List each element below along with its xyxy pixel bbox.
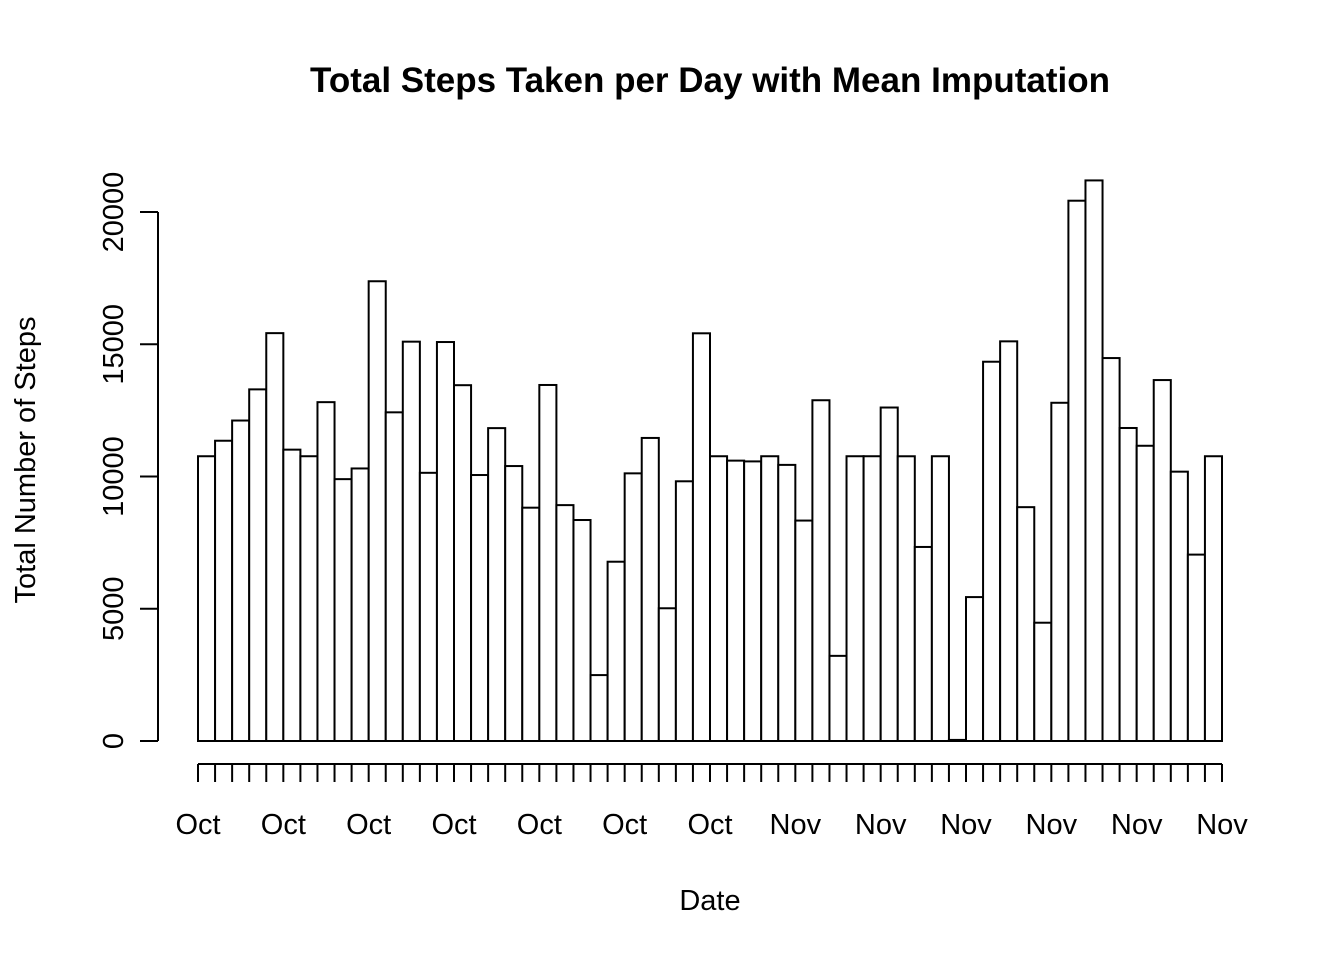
bar-15 — [435, 341, 455, 742]
bar-17 — [470, 474, 490, 742]
x-tick-label: Oct — [346, 809, 391, 841]
bar-37 — [811, 399, 831, 742]
bar-4 — [248, 388, 268, 742]
bar-16 — [453, 384, 473, 742]
bar-39 — [845, 455, 865, 742]
y-tick-label: 5000 — [98, 576, 130, 641]
y-tick-label: 20000 — [98, 172, 130, 253]
bar-36 — [794, 519, 814, 742]
bar-5 — [265, 332, 285, 742]
bar-60 — [1203, 455, 1224, 742]
x-tick-label: Nov — [1026, 809, 1078, 841]
bar-58 — [1169, 470, 1189, 742]
x-axis: Oct Oct Oct Oct Oct Oct Oct Nov Nov Nov Nov Nov Nov — [175, 763, 1248, 841]
bar-9 — [333, 478, 353, 742]
bar-49 — [1016, 506, 1036, 742]
bar-22 — [555, 504, 575, 742]
bar-6 — [282, 448, 302, 742]
bar-42 — [896, 455, 916, 742]
bar-54 — [1101, 357, 1121, 742]
bar-53 — [1084, 179, 1104, 743]
y-axis-label: Total Number of Steps — [10, 317, 42, 604]
bar-32 — [726, 459, 746, 742]
bar-29 — [674, 480, 694, 742]
y-tick-label: 0 — [98, 733, 130, 749]
bar-21 — [538, 383, 558, 742]
bar-1 — [197, 455, 217, 742]
bar-14 — [418, 471, 438, 742]
bar-48 — [999, 340, 1019, 742]
bar-30 — [691, 332, 711, 742]
bar-50 — [1033, 621, 1053, 742]
bar-35 — [777, 463, 797, 742]
bar-23 — [572, 519, 592, 743]
bar-47 — [982, 360, 1002, 742]
bar-7 — [299, 455, 319, 742]
y-axis: 0 5000 10000 15000 20000 — [98, 172, 159, 749]
bar-34 — [760, 455, 780, 742]
bar-38 — [828, 654, 848, 742]
bar-41 — [879, 406, 899, 742]
y-tick-label: 15000 — [98, 304, 130, 385]
bar-55 — [1118, 426, 1138, 742]
bar-44 — [930, 455, 950, 742]
x-tick-label: Oct — [602, 809, 647, 841]
bar-28 — [657, 607, 677, 743]
chart-title: Total Steps Taken per Day with Mean Impu… — [310, 61, 1110, 100]
bar-11 — [367, 280, 387, 742]
x-tick-label: Oct — [517, 809, 562, 841]
bar-13 — [401, 340, 421, 742]
x-tick-label: Oct — [175, 809, 220, 841]
bars — [197, 179, 1224, 743]
bar-10 — [350, 467, 370, 742]
x-tick-label: Nov — [1196, 809, 1248, 841]
bar-12 — [384, 411, 404, 742]
bar-20 — [521, 506, 541, 742]
bar-2 — [214, 439, 234, 742]
x-tick-label: Nov — [770, 809, 822, 841]
x-tick-label: Oct — [431, 809, 476, 841]
x-tick-label: Nov — [1111, 809, 1163, 841]
bar-59 — [1186, 553, 1206, 742]
x-tick-label: Oct — [261, 809, 306, 841]
bar-51 — [1050, 401, 1070, 742]
bar-57 — [1152, 379, 1172, 742]
bar-56 — [1135, 444, 1155, 742]
y-tick-label: 10000 — [98, 436, 130, 517]
bar-19 — [504, 465, 524, 742]
bar-3 — [231, 419, 251, 742]
bar-18 — [487, 427, 507, 742]
bar-27 — [640, 436, 660, 742]
bar-43 — [913, 545, 933, 743]
bar-25 — [606, 560, 626, 742]
bar-31 — [709, 455, 729, 742]
bar-8 — [316, 401, 336, 742]
bar-26 — [623, 472, 643, 742]
x-tick-label: Nov — [940, 809, 992, 841]
bar-24 — [589, 674, 609, 743]
bar-52 — [1067, 199, 1087, 742]
bar-40 — [862, 455, 882, 742]
bar-46 — [965, 596, 985, 743]
x-tick-label: Nov — [855, 809, 907, 841]
x-tick-label: Oct — [687, 809, 732, 841]
bar-33 — [743, 460, 763, 742]
x-axis-label: Date — [679, 885, 740, 917]
